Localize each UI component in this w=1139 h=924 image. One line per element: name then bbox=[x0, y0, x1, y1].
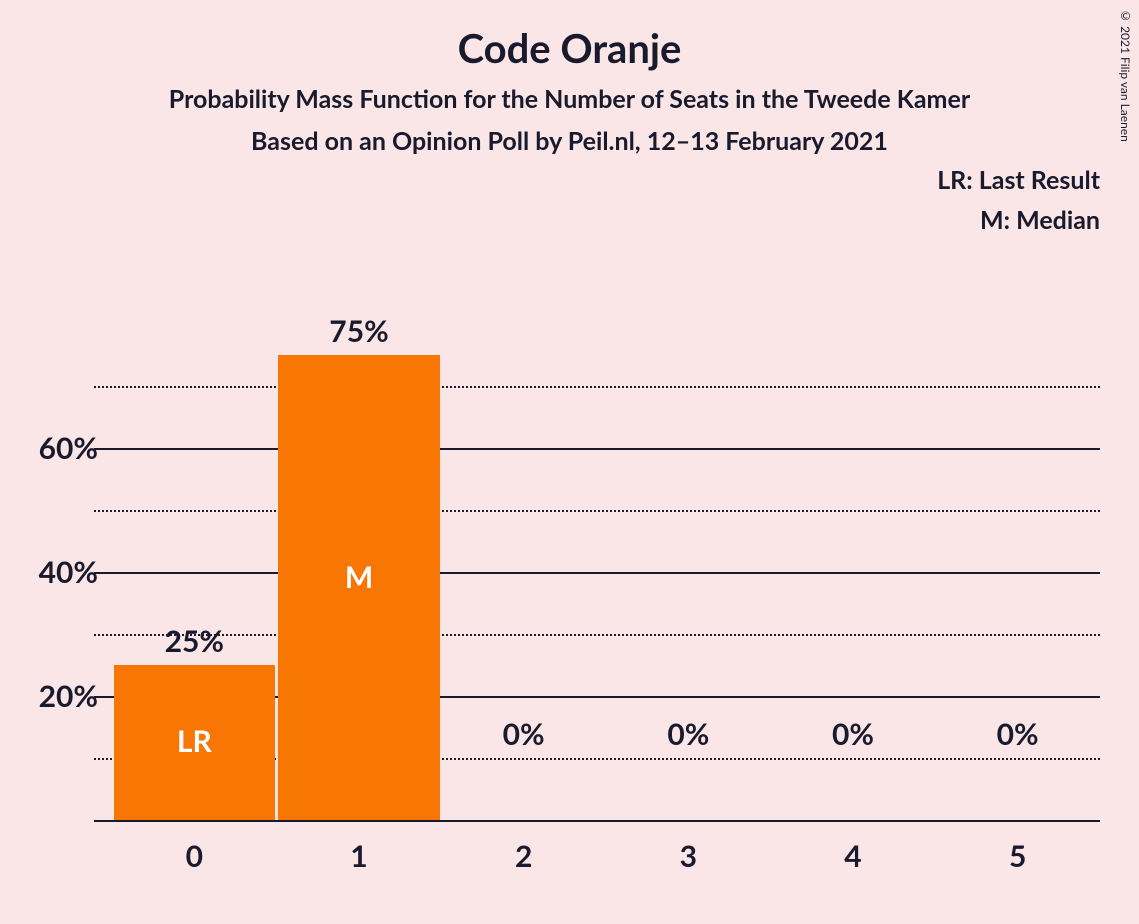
gridline-minor bbox=[94, 634, 1100, 636]
gridline-major bbox=[94, 448, 1100, 450]
y-tick-label: 40% bbox=[39, 554, 112, 590]
chart-plot-area: 20%40%60%25%LR075%M10%20%30%40%5 bbox=[112, 200, 1100, 820]
legend: LR: Last Result M: Median bbox=[840, 165, 1100, 235]
legend-lr: LR: Last Result bbox=[840, 165, 1100, 195]
bar-value-label: 25% bbox=[165, 623, 224, 659]
x-axis-baseline bbox=[94, 820, 1100, 822]
chart-subtitle-2: Based on an Opinion Poll by Peil.nl, 12–… bbox=[0, 114, 1139, 156]
x-tick-label: 1 bbox=[350, 820, 367, 874]
x-tick-label: 4 bbox=[844, 820, 861, 874]
x-tick-label: 3 bbox=[680, 820, 697, 874]
bar-value-label: 0% bbox=[997, 716, 1039, 752]
bar-value-label: 0% bbox=[503, 716, 545, 752]
copyright-text: © 2021 Filip van Laenen bbox=[1118, 8, 1133, 142]
chart-subtitle-1: Probability Mass Function for the Number… bbox=[0, 72, 1139, 114]
y-tick-label: 20% bbox=[39, 678, 112, 714]
x-tick-label: 0 bbox=[186, 820, 203, 874]
gridline-minor bbox=[94, 386, 1100, 388]
x-tick-label: 5 bbox=[1009, 820, 1026, 874]
bar-inner-label: LR bbox=[177, 723, 212, 759]
legend-m: M: Median bbox=[840, 205, 1100, 235]
bar-value-label: 0% bbox=[832, 716, 874, 752]
gridline-minor bbox=[94, 510, 1100, 512]
bar-value-label: 0% bbox=[667, 716, 709, 752]
bar-inner-label: M bbox=[345, 559, 373, 595]
x-tick-label: 2 bbox=[515, 820, 532, 874]
chart-title: Code Oranje bbox=[0, 0, 1139, 72]
bar-value-label: 75% bbox=[329, 313, 388, 349]
y-tick-label: 60% bbox=[39, 430, 112, 466]
gridline-major bbox=[94, 572, 1100, 574]
